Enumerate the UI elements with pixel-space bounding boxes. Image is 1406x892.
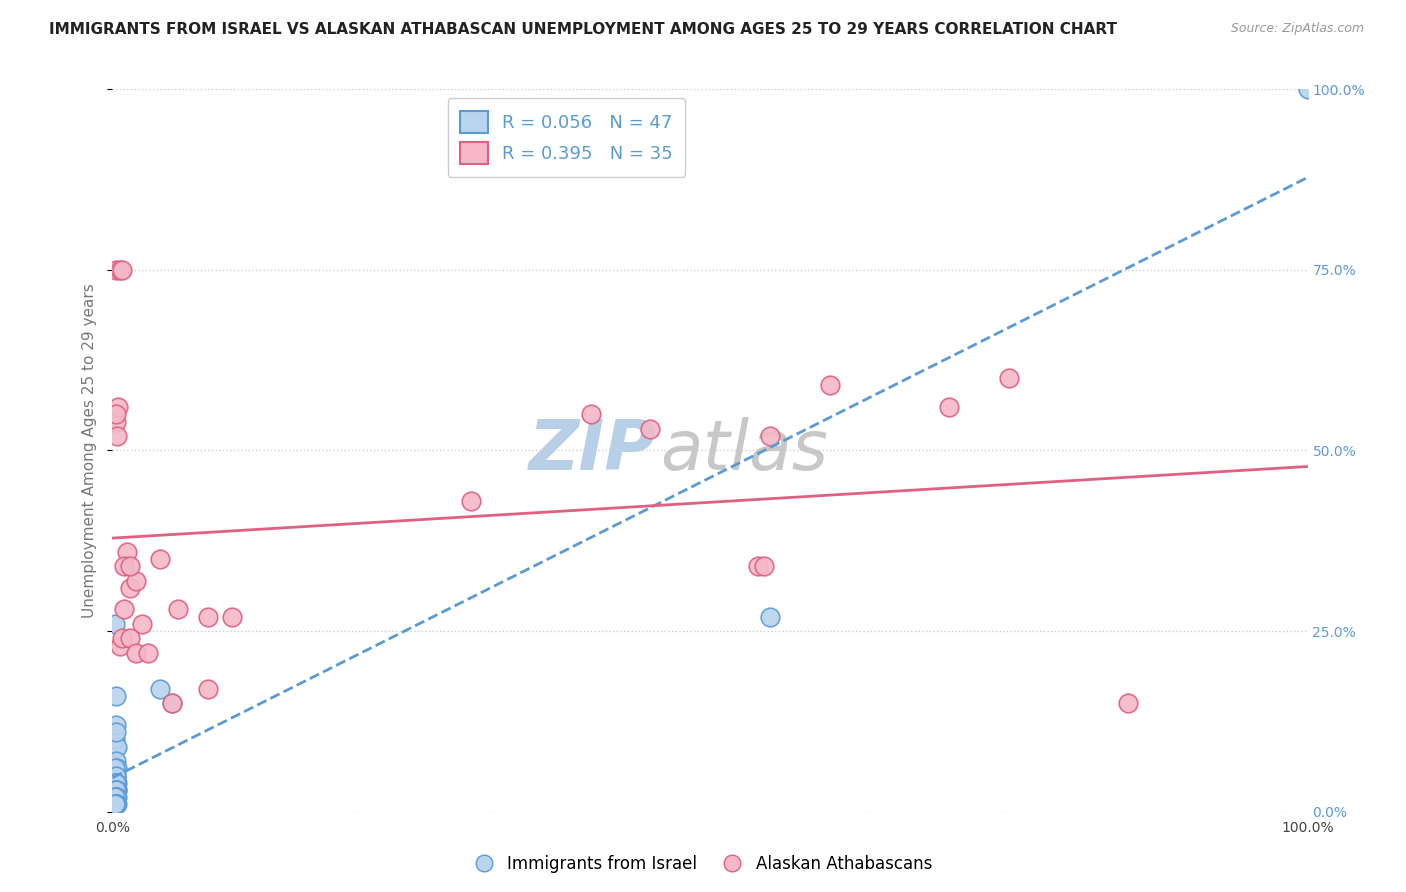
Point bbox=[104, 790, 127, 805]
Point bbox=[111, 262, 134, 277]
Point bbox=[105, 739, 128, 754]
Point bbox=[998, 371, 1021, 385]
Point bbox=[105, 797, 128, 812]
Point bbox=[105, 776, 128, 790]
Point bbox=[162, 696, 183, 710]
Point bbox=[759, 429, 782, 443]
Point bbox=[104, 790, 127, 805]
Text: Source: ZipAtlas.com: Source: ZipAtlas.com bbox=[1230, 22, 1364, 36]
Point bbox=[105, 415, 128, 429]
Point bbox=[104, 776, 127, 790]
Point bbox=[104, 616, 127, 631]
Point bbox=[105, 797, 128, 812]
Point bbox=[108, 639, 131, 653]
Point bbox=[197, 609, 219, 624]
Point bbox=[105, 262, 128, 277]
Point bbox=[105, 790, 128, 805]
Text: atlas: atlas bbox=[659, 417, 828, 484]
Point bbox=[138, 646, 160, 660]
Point bbox=[111, 632, 134, 646]
Point bbox=[125, 646, 148, 660]
Point bbox=[131, 616, 153, 631]
Point bbox=[105, 769, 128, 783]
Point bbox=[104, 790, 127, 805]
Point bbox=[105, 718, 128, 732]
Point bbox=[640, 422, 662, 436]
Point bbox=[108, 262, 131, 277]
Point bbox=[104, 776, 127, 790]
Point bbox=[221, 609, 243, 624]
Point bbox=[759, 609, 782, 624]
Point bbox=[752, 559, 775, 574]
Point bbox=[105, 783, 128, 797]
Point bbox=[104, 769, 127, 783]
Point bbox=[105, 769, 128, 783]
Point bbox=[105, 769, 128, 783]
Point bbox=[120, 581, 142, 595]
Point bbox=[105, 407, 128, 421]
Point bbox=[162, 696, 183, 710]
Point bbox=[1118, 696, 1140, 710]
Text: ZIP: ZIP bbox=[529, 417, 657, 484]
Point bbox=[105, 739, 128, 754]
Point bbox=[104, 783, 127, 797]
Point bbox=[579, 407, 602, 421]
Point bbox=[1296, 82, 1319, 96]
Point bbox=[125, 574, 148, 588]
Point bbox=[104, 761, 127, 775]
Point bbox=[105, 754, 128, 768]
Point bbox=[105, 797, 128, 812]
Point bbox=[105, 783, 128, 797]
Point bbox=[105, 725, 128, 739]
Point bbox=[104, 783, 127, 797]
Point bbox=[105, 790, 128, 805]
Point bbox=[149, 551, 172, 566]
Point bbox=[105, 790, 128, 805]
Point bbox=[105, 776, 128, 790]
Y-axis label: Unemployment Among Ages 25 to 29 years: Unemployment Among Ages 25 to 29 years bbox=[82, 283, 97, 618]
Point bbox=[105, 783, 128, 797]
Point bbox=[105, 761, 128, 775]
Point bbox=[120, 632, 142, 646]
Point bbox=[104, 783, 127, 797]
Point bbox=[818, 378, 841, 392]
Point bbox=[104, 797, 127, 812]
Point bbox=[120, 559, 142, 574]
Point bbox=[104, 783, 127, 797]
Point bbox=[114, 559, 135, 574]
Point bbox=[105, 689, 128, 703]
Point bbox=[107, 400, 129, 414]
Point bbox=[747, 559, 769, 574]
Legend: Immigrants from Israel, Alaskan Athabascans: Immigrants from Israel, Alaskan Athabasc… bbox=[467, 848, 939, 880]
Point bbox=[105, 783, 128, 797]
Point bbox=[105, 783, 128, 797]
Point bbox=[460, 494, 482, 508]
Point bbox=[938, 400, 960, 414]
Point bbox=[104, 797, 127, 812]
Point bbox=[114, 602, 135, 616]
Text: IMMIGRANTS FROM ISRAEL VS ALASKAN ATHABASCAN UNEMPLOYMENT AMONG AGES 25 TO 29 YE: IMMIGRANTS FROM ISRAEL VS ALASKAN ATHABA… bbox=[49, 22, 1118, 37]
Point bbox=[105, 776, 128, 790]
Point bbox=[197, 681, 219, 696]
Legend: R = 0.056   N = 47, R = 0.395   N = 35: R = 0.056 N = 47, R = 0.395 N = 35 bbox=[449, 98, 685, 177]
Point bbox=[167, 602, 190, 616]
Point bbox=[149, 681, 172, 696]
Point bbox=[104, 732, 127, 747]
Point bbox=[105, 429, 128, 443]
Point bbox=[105, 797, 128, 812]
Point bbox=[105, 776, 128, 790]
Point bbox=[105, 776, 128, 790]
Point bbox=[105, 783, 128, 797]
Point bbox=[115, 544, 138, 558]
